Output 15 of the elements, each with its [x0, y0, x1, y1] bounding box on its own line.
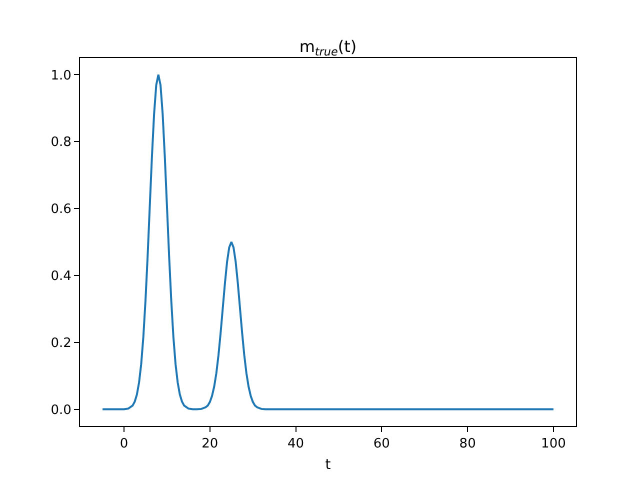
line-series: [102, 74, 554, 410]
x-axis-title: t: [325, 456, 332, 473]
y-tick-label: 0.6: [50, 202, 72, 218]
y-tick-label: 1.0: [50, 68, 72, 84]
x-tick-label: 0: [120, 436, 128, 452]
y-tick-label: 0.2: [50, 336, 72, 351]
x-tick-label: 100: [541, 436, 566, 452]
chart-title: m$_{true}$(t): [299, 37, 357, 58]
x-tick-label: 40: [288, 436, 304, 452]
y-tick-label: 0.8: [50, 135, 72, 150]
y-tick-label: 0.4: [50, 269, 72, 284]
x-tick-label: 60: [373, 436, 390, 452]
y-tick-label: 0.0: [50, 402, 72, 418]
x-tick-label: 80: [459, 436, 476, 452]
x-tick-label: 20: [202, 436, 218, 452]
